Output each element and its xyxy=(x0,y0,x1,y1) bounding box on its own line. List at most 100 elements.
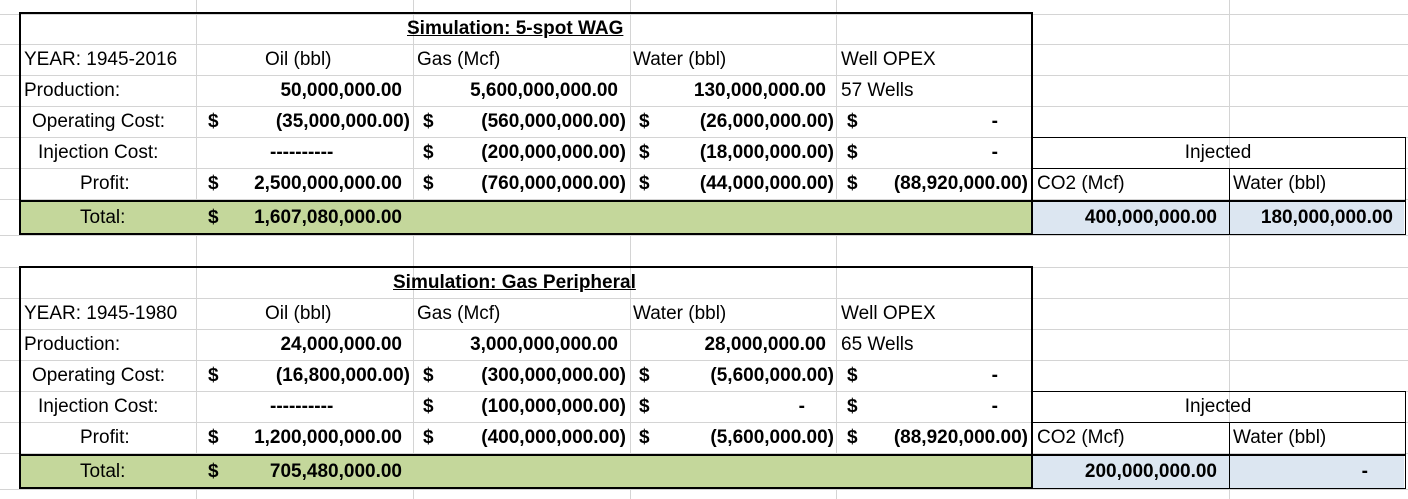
currency-symbol: $ xyxy=(423,142,434,163)
currency-symbol: $ xyxy=(208,173,219,194)
total-row-border xyxy=(19,200,1033,202)
total-value: 1,607,080,000.00 xyxy=(254,207,402,228)
injection-gas: (100,000,000.00) xyxy=(481,396,626,417)
operating-gas: (560,000,000.00) xyxy=(481,111,626,132)
injected-values-fill xyxy=(1032,201,1404,234)
profit-opex: (88,920,000.00) xyxy=(893,173,1028,194)
currency-symbol: $ xyxy=(423,111,434,132)
row-label-profit: Profit: xyxy=(80,427,130,448)
year-label: YEAR: 1945-2016 xyxy=(24,49,178,70)
opex-header: Well OPEX xyxy=(841,303,936,324)
row-label-injection: Injection Cost: xyxy=(38,142,159,163)
currency-symbol: $ xyxy=(847,396,858,417)
injected-divider xyxy=(1031,168,1406,169)
year-label: YEAR: 1945-1980 xyxy=(24,303,178,324)
oil-header: Oil (bbl) xyxy=(265,49,332,70)
injection-opex: - xyxy=(991,142,998,163)
injection-water: - xyxy=(798,396,805,417)
currency-symbol: $ xyxy=(847,111,858,132)
row-label-operating: Operating Cost: xyxy=(32,365,166,386)
currency-symbol: $ xyxy=(208,207,219,228)
injection-oil: ---------- xyxy=(270,142,334,163)
row-label-injection: Injection Cost: xyxy=(38,396,159,417)
simulation-table-1 xyxy=(19,12,1033,235)
injected-co2-label: CO2 (Mcf) xyxy=(1037,173,1125,194)
production-oil: 50,000,000.00 xyxy=(280,80,402,101)
injected-divider xyxy=(1031,200,1406,202)
production-water: 28,000,000.00 xyxy=(704,334,826,355)
injected-water-value: 180,000,000.00 xyxy=(1260,207,1393,228)
injected-header: Injected xyxy=(1184,396,1252,417)
currency-symbol: $ xyxy=(423,427,434,448)
currency-symbol: $ xyxy=(847,427,858,448)
currency-symbol: $ xyxy=(208,111,219,132)
table-title: Simulation: 5-spot WAG xyxy=(407,18,624,39)
currency-symbol: $ xyxy=(639,427,650,448)
row-label-production: Production: xyxy=(24,80,121,101)
operating-water: (5,600,000.00) xyxy=(710,365,834,386)
injected-co2-label: CO2 (Mcf) xyxy=(1037,427,1125,448)
production-gas: 5,600,000,000.00 xyxy=(470,80,618,101)
row-label-production: Production: xyxy=(24,334,121,355)
opex-header: Well OPEX xyxy=(841,49,936,70)
profit-water: (44,000,000.00) xyxy=(699,173,834,194)
profit-opex: (88,920,000.00) xyxy=(893,427,1028,448)
currency-symbol: $ xyxy=(847,365,858,386)
injected-box-2 xyxy=(1031,391,1406,489)
injected-water-label: Water (bbl) xyxy=(1233,427,1327,448)
gas-header: Gas (Mcf) xyxy=(417,303,501,324)
profit-gas: (760,000,000.00) xyxy=(481,173,626,194)
production-water: 130,000,000.00 xyxy=(693,80,826,101)
operating-opex: - xyxy=(991,365,998,386)
injection-water: (18,000,000.00) xyxy=(699,142,834,163)
injected-divider xyxy=(1031,422,1406,423)
profit-gas: (400,000,000.00) xyxy=(481,427,626,448)
injected-divider xyxy=(1229,168,1230,235)
currency-symbol: $ xyxy=(847,173,858,194)
injected-divider xyxy=(1229,422,1230,489)
total-row-fill xyxy=(20,455,1032,488)
row-label-profit: Profit: xyxy=(80,173,130,194)
production-oil: 24,000,000.00 xyxy=(280,334,402,355)
water-header: Water (bbl) xyxy=(633,49,727,70)
currency-symbol: $ xyxy=(639,396,650,417)
total-row-fill xyxy=(20,201,1032,234)
currency-symbol: $ xyxy=(208,461,219,482)
row-label-operating: Operating Cost: xyxy=(32,111,166,132)
currency-symbol: $ xyxy=(639,365,650,386)
operating-opex: - xyxy=(991,111,998,132)
injected-water-value: - xyxy=(1361,461,1368,482)
oil-header: Oil (bbl) xyxy=(265,303,332,324)
operating-oil: (35,000,000.00) xyxy=(275,111,410,132)
injected-box-1 xyxy=(1031,137,1406,235)
injected-co2-value: 200,000,000.00 xyxy=(1084,461,1217,482)
total-row-border xyxy=(19,454,1033,456)
injection-gas: (200,000,000.00) xyxy=(481,142,626,163)
currency-symbol: $ xyxy=(423,365,434,386)
row-label-total: Total: xyxy=(80,461,126,482)
profit-oil: 1,200,000,000.00 xyxy=(254,427,402,448)
gas-header: Gas (Mcf) xyxy=(417,49,501,70)
profit-oil: 2,500,000,000.00 xyxy=(254,173,402,194)
simulation-table-2 xyxy=(19,266,1033,489)
total-value: 705,480,000.00 xyxy=(269,461,402,482)
currency-symbol: $ xyxy=(639,111,650,132)
production-opex: 57 Wells xyxy=(841,80,914,101)
injected-divider xyxy=(1031,454,1406,456)
injection-opex: - xyxy=(991,396,998,417)
operating-oil: (16,800,000.00) xyxy=(275,365,410,386)
operating-water: (26,000,000.00) xyxy=(699,111,834,132)
currency-symbol: $ xyxy=(847,142,858,163)
currency-symbol: $ xyxy=(208,427,219,448)
table-title: Simulation: Gas Peripheral xyxy=(393,272,636,293)
profit-water: (5,600,000.00) xyxy=(710,427,834,448)
currency-symbol: $ xyxy=(423,396,434,417)
currency-symbol: $ xyxy=(639,173,650,194)
currency-symbol: $ xyxy=(423,173,434,194)
currency-symbol: $ xyxy=(208,365,219,386)
production-opex: 65 Wells xyxy=(841,334,914,355)
injected-co2-value: 400,000,000.00 xyxy=(1084,207,1217,228)
injected-water-label: Water (bbl) xyxy=(1233,173,1327,194)
currency-symbol: $ xyxy=(639,142,650,163)
water-header: Water (bbl) xyxy=(633,303,727,324)
